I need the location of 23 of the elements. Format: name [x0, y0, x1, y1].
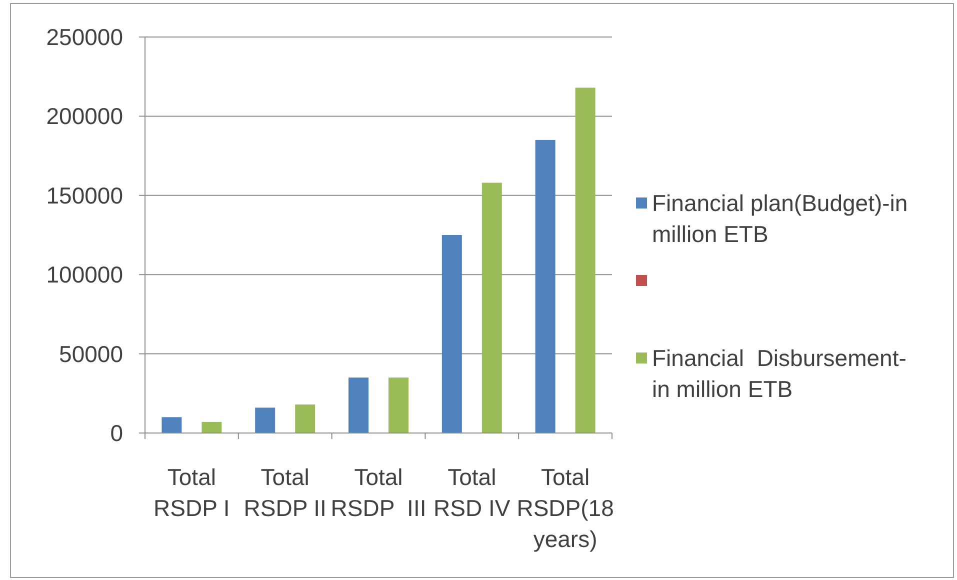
- x-tick-label: Total RSDP(18 years): [516, 464, 614, 552]
- bar: [202, 422, 222, 433]
- y-tick-label: 50000: [59, 340, 123, 367]
- bar: [388, 378, 408, 433]
- bar: [442, 235, 462, 433]
- bar: [255, 408, 276, 433]
- y-tick-label: 100000: [46, 262, 123, 288]
- bar: [162, 417, 182, 433]
- bar: [482, 182, 502, 433]
- x-tick-label: Total RSDP III: [330, 464, 426, 521]
- y-tick-label: 0: [110, 420, 123, 446]
- legend-label: Financial plan(Budget)-in million ETB: [652, 190, 908, 247]
- legend-label: Financial Disbursement-in million ETB: [652, 345, 906, 402]
- bar: [535, 140, 556, 433]
- y-tick-label: 150000: [46, 182, 123, 208]
- x-tick-label: Total RSD IV: [434, 464, 511, 521]
- bar: [348, 378, 368, 433]
- bar: [575, 88, 596, 433]
- x-tick-label: Total RSDP II: [244, 464, 326, 521]
- y-tick-label: 200000: [46, 103, 123, 130]
- y-tick-label: 250000: [46, 24, 123, 50]
- bar: [295, 404, 316, 433]
- x-tick-label: Total RSDP I: [154, 464, 230, 521]
